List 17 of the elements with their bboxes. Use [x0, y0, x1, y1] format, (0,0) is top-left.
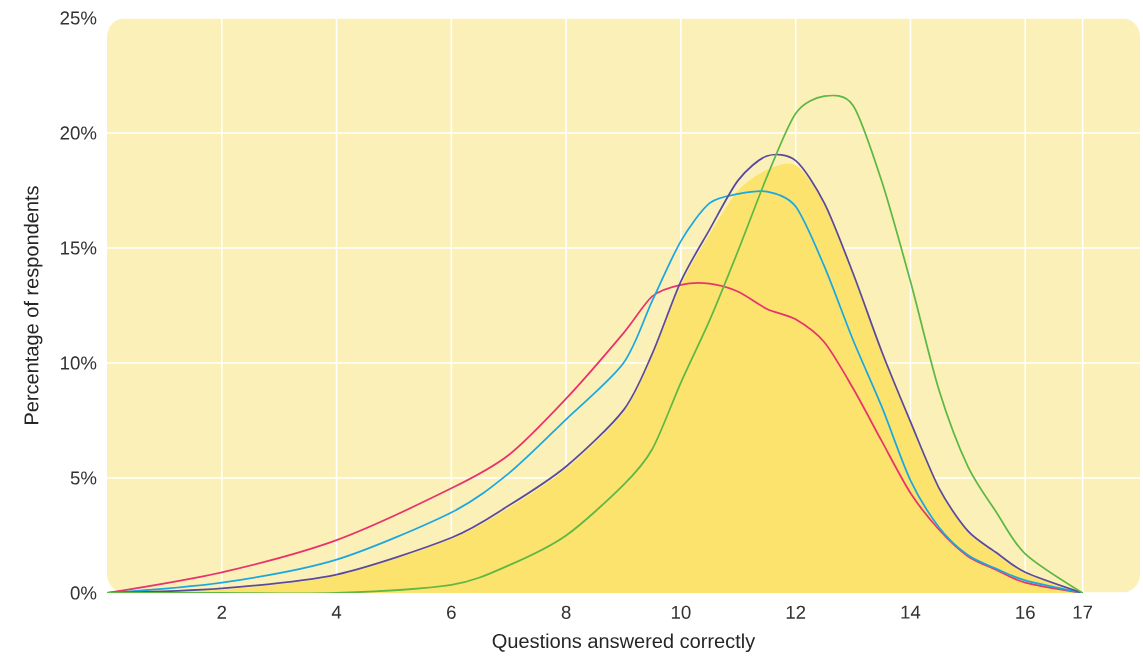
x-tick-label: 10: [671, 605, 691, 619]
y-tick-label: 5%: [70, 471, 97, 485]
x-axis-title: Questions answered correctly: [492, 633, 756, 653]
y-tick-label: 20%: [60, 126, 97, 140]
x-tick-label: 8: [561, 605, 571, 619]
y-axis-title: Percentage of respondents: [23, 186, 43, 424]
x-tick-label: 16: [1016, 605, 1035, 619]
x-tick-label: 12: [786, 605, 806, 619]
x-tick-label: 6: [447, 605, 456, 619]
y-tick-label: 15%: [61, 241, 97, 255]
x-tick-label: 17: [1073, 605, 1093, 619]
y-tick-label: 10%: [61, 356, 97, 370]
y-tick-label: 0%: [70, 586, 97, 600]
y-tick-label: 25%: [60, 11, 97, 25]
x-tick-label: 2: [217, 605, 227, 619]
x-tick-label: 4: [331, 605, 342, 619]
x-tick-label: 14: [901, 605, 921, 619]
